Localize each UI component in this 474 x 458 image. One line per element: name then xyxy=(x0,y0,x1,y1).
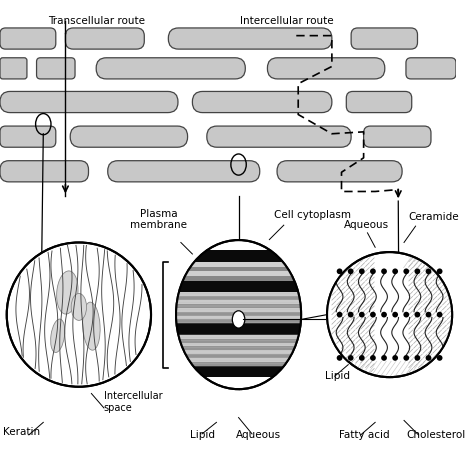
Circle shape xyxy=(381,268,387,274)
Bar xyxy=(176,319,301,323)
Circle shape xyxy=(414,355,420,361)
Circle shape xyxy=(348,355,354,361)
Bar xyxy=(176,335,301,338)
Bar xyxy=(176,262,301,267)
Circle shape xyxy=(392,268,398,274)
Circle shape xyxy=(403,355,409,361)
Text: Cell cytoplasm: Cell cytoplasm xyxy=(274,210,351,220)
FancyBboxPatch shape xyxy=(0,126,56,147)
Circle shape xyxy=(392,312,398,317)
Ellipse shape xyxy=(176,240,301,389)
Circle shape xyxy=(337,268,342,274)
Circle shape xyxy=(359,355,365,361)
Bar xyxy=(176,362,301,365)
Circle shape xyxy=(426,268,431,274)
Circle shape xyxy=(7,242,151,387)
Bar xyxy=(176,343,301,346)
FancyBboxPatch shape xyxy=(108,161,260,182)
Circle shape xyxy=(414,312,420,317)
Text: Aqueous: Aqueous xyxy=(345,220,390,230)
Bar xyxy=(176,276,301,281)
Bar xyxy=(176,338,301,343)
Bar xyxy=(176,250,301,262)
FancyBboxPatch shape xyxy=(0,58,27,79)
Circle shape xyxy=(370,312,376,317)
Bar xyxy=(176,354,301,358)
Bar xyxy=(176,281,301,293)
FancyBboxPatch shape xyxy=(36,58,75,79)
Text: Fatty acid: Fatty acid xyxy=(338,430,389,440)
Circle shape xyxy=(348,312,354,317)
FancyBboxPatch shape xyxy=(0,28,56,49)
Text: Plasma
membrane: Plasma membrane xyxy=(130,209,187,230)
Bar xyxy=(176,346,301,350)
FancyBboxPatch shape xyxy=(351,28,418,49)
Circle shape xyxy=(337,355,342,361)
Circle shape xyxy=(437,355,443,361)
Bar xyxy=(176,293,301,296)
Text: Ceramide: Ceramide xyxy=(409,213,459,222)
FancyBboxPatch shape xyxy=(406,58,456,79)
Circle shape xyxy=(437,268,443,274)
FancyBboxPatch shape xyxy=(0,92,178,113)
FancyBboxPatch shape xyxy=(96,58,246,79)
Circle shape xyxy=(359,268,365,274)
Text: Aqueous: Aqueous xyxy=(236,430,281,440)
Bar xyxy=(327,268,452,361)
Circle shape xyxy=(381,312,387,317)
Bar xyxy=(176,312,301,316)
Text: Cholesterol: Cholesterol xyxy=(406,430,465,440)
Text: Transcellular route: Transcellular route xyxy=(48,16,145,27)
Circle shape xyxy=(327,252,452,377)
FancyBboxPatch shape xyxy=(267,58,385,79)
Bar xyxy=(176,316,301,319)
Circle shape xyxy=(337,312,342,317)
Bar xyxy=(176,300,301,304)
Circle shape xyxy=(392,355,398,361)
Ellipse shape xyxy=(232,311,245,328)
Bar xyxy=(176,350,301,354)
FancyBboxPatch shape xyxy=(0,161,89,182)
Circle shape xyxy=(437,312,443,317)
FancyBboxPatch shape xyxy=(192,92,332,113)
Ellipse shape xyxy=(71,294,87,321)
Text: Keratin: Keratin xyxy=(3,427,40,437)
Circle shape xyxy=(381,355,387,361)
Bar xyxy=(176,323,301,335)
Bar xyxy=(176,304,301,308)
Bar xyxy=(176,296,301,300)
Circle shape xyxy=(403,268,409,274)
Bar xyxy=(176,365,301,377)
Bar xyxy=(176,271,301,276)
Text: Intercellular
space: Intercellular space xyxy=(104,391,163,413)
Circle shape xyxy=(403,312,409,317)
Text: Lipid: Lipid xyxy=(191,430,216,440)
Circle shape xyxy=(426,355,431,361)
Circle shape xyxy=(359,312,365,317)
FancyBboxPatch shape xyxy=(207,126,351,147)
FancyBboxPatch shape xyxy=(65,28,144,49)
Bar xyxy=(176,267,301,271)
FancyBboxPatch shape xyxy=(70,126,188,147)
Circle shape xyxy=(426,312,431,317)
Circle shape xyxy=(370,355,376,361)
Ellipse shape xyxy=(51,319,65,353)
FancyBboxPatch shape xyxy=(364,126,431,147)
Circle shape xyxy=(414,268,420,274)
Ellipse shape xyxy=(82,302,100,350)
FancyBboxPatch shape xyxy=(277,161,402,182)
Bar xyxy=(176,308,301,312)
Ellipse shape xyxy=(56,271,78,314)
Circle shape xyxy=(348,268,354,274)
Text: Intercellular route: Intercellular route xyxy=(240,16,334,27)
Circle shape xyxy=(370,268,376,274)
FancyBboxPatch shape xyxy=(346,92,412,113)
Text: Lipid: Lipid xyxy=(325,371,350,381)
FancyBboxPatch shape xyxy=(168,28,332,49)
Bar xyxy=(176,358,301,362)
